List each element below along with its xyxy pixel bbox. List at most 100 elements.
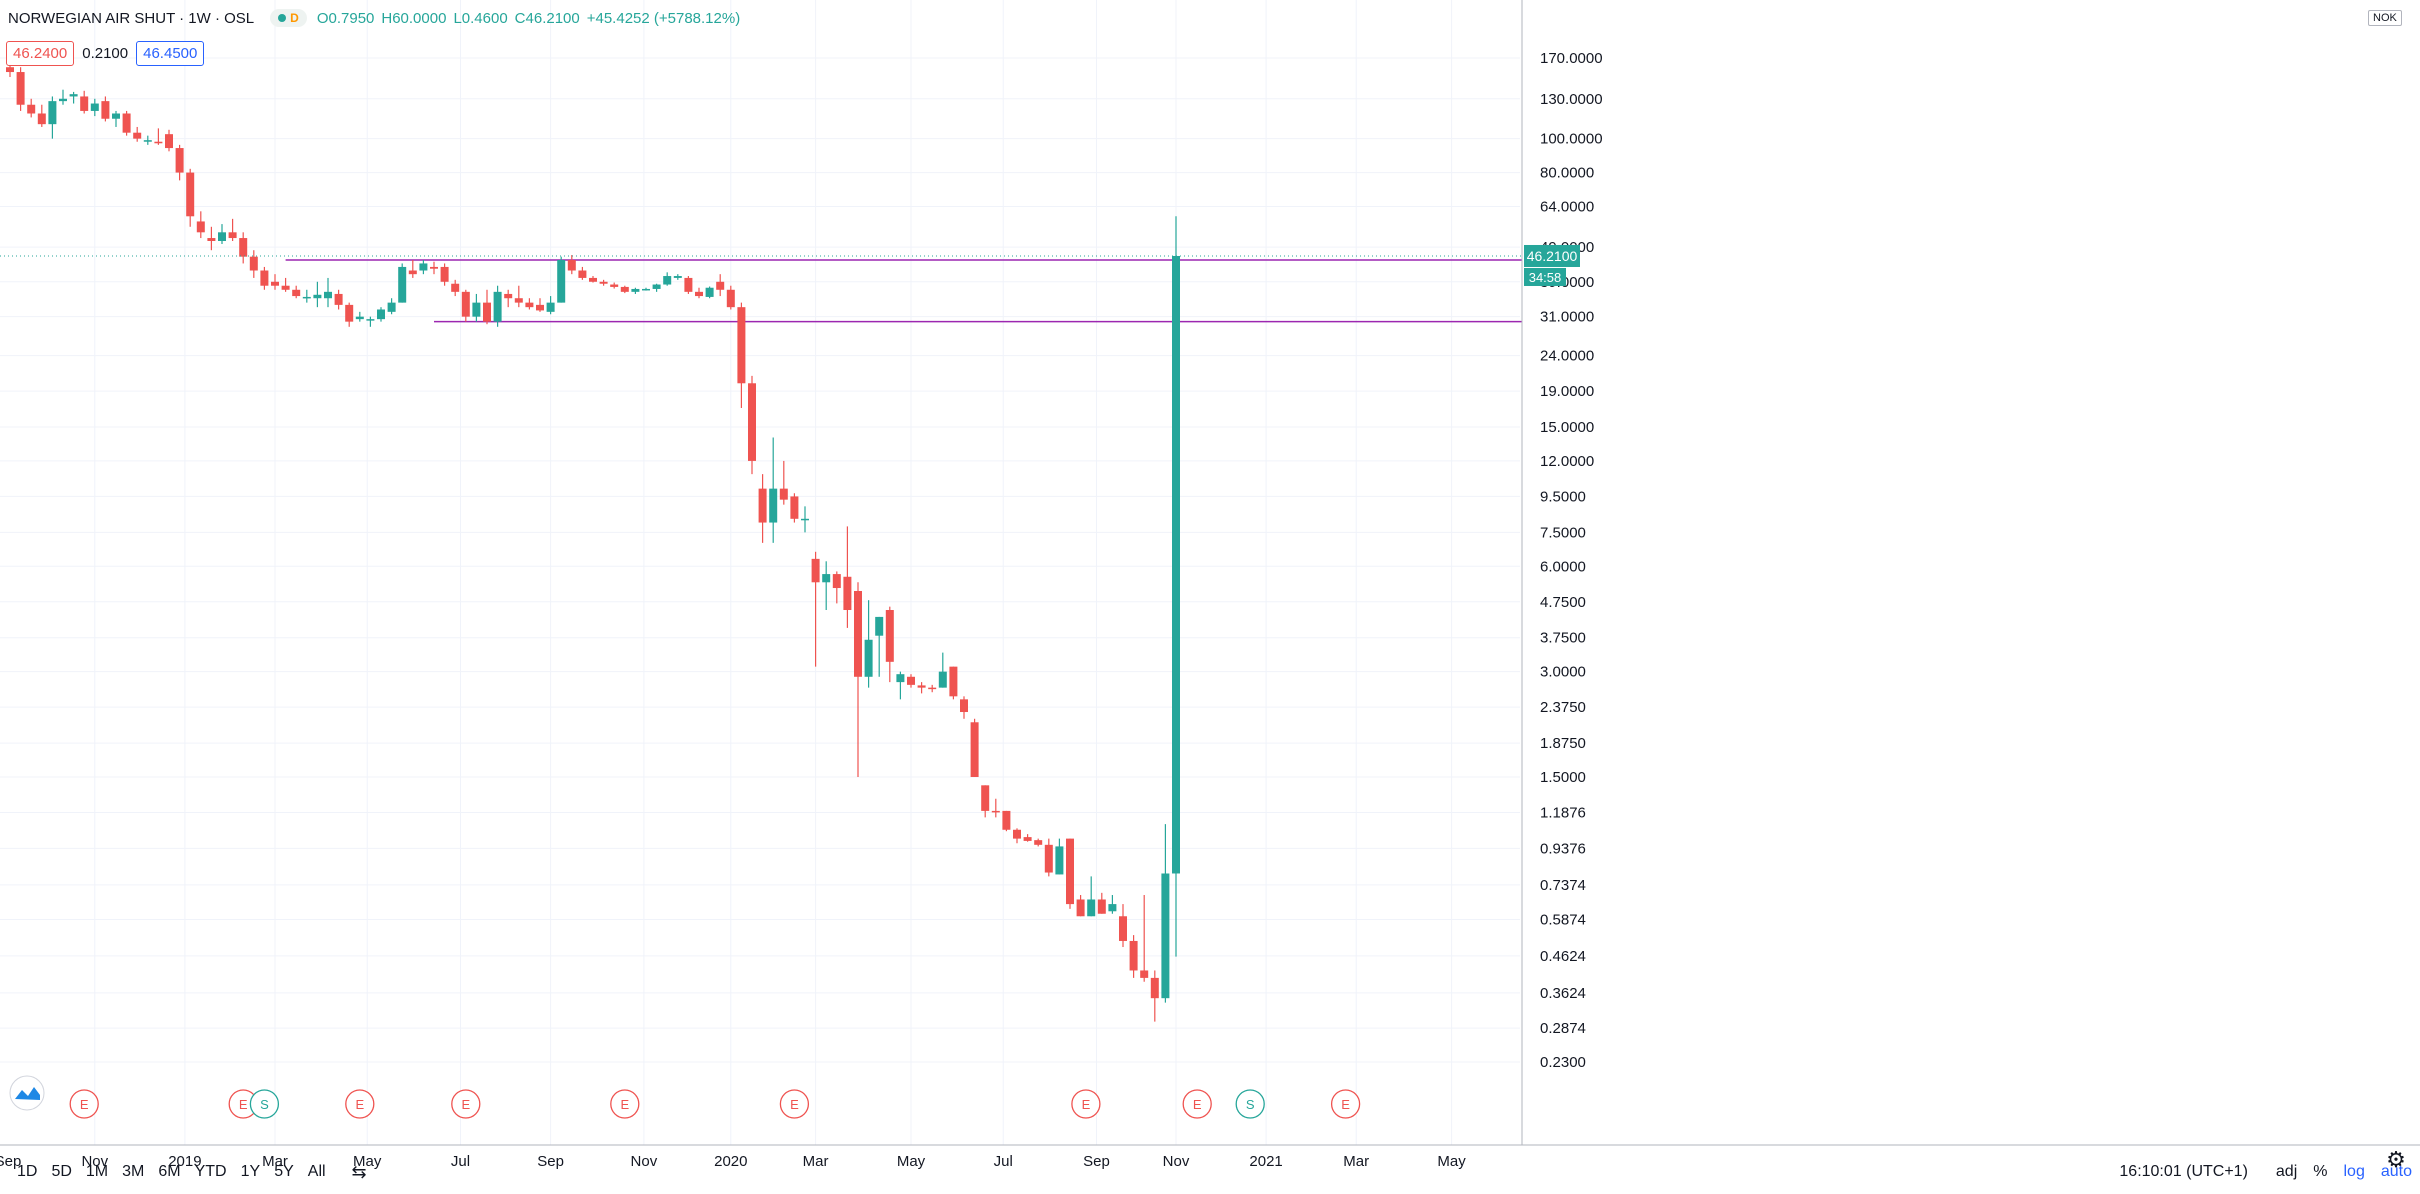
y-tick-label: 24.0000	[1540, 348, 1594, 365]
x-tick-label: Jul	[994, 1153, 1013, 1170]
candle-body	[16, 72, 25, 105]
y-tick-label: 2.3750	[1540, 699, 1586, 716]
y-tick-label: 170.0000	[1540, 50, 1603, 67]
percent-toggle[interactable]: %	[2313, 1163, 2328, 1180]
candle-body	[673, 276, 682, 278]
candle-body	[790, 496, 799, 519]
event-marker-earnings	[345, 1089, 375, 1119]
candle-body	[536, 304, 544, 311]
candle-body	[610, 284, 619, 287]
candle-body	[1140, 970, 1149, 978]
currency-label[interactable]: NOK	[2368, 10, 2402, 26]
x-tick-label: Jul	[451, 1153, 470, 1170]
candle-body	[1002, 810, 1011, 830]
candle-body	[970, 722, 979, 777]
x-tick-label: May	[1437, 1153, 1466, 1170]
event-marker-earnings	[69, 1089, 99, 1119]
candle-body	[48, 101, 57, 125]
candle-body	[822, 574, 831, 583]
ask-price[interactable]: 46.4500	[136, 41, 205, 66]
event-marker-earnings	[1071, 1089, 1101, 1119]
candle-body	[1119, 916, 1127, 941]
x-tick-label: 2020	[714, 1153, 747, 1170]
candle-body	[366, 319, 375, 321]
event-marker-split	[1235, 1089, 1265, 1119]
candle-body	[313, 294, 322, 299]
market-status[interactable]: D	[270, 9, 307, 27]
settings-gear-icon: ⚙	[2386, 1147, 2406, 1172]
y-tick-label: 64.0000	[1540, 198, 1594, 215]
event-marker-earnings	[1182, 1089, 1212, 1119]
go-to-date-icon[interactable]: ⇆	[351, 1161, 367, 1182]
event-label: E	[790, 1097, 799, 1112]
candle-body	[589, 277, 597, 282]
candle-body	[769, 488, 778, 523]
candle-body	[917, 685, 926, 688]
last-price-tag	[1524, 244, 1580, 267]
x-tick-label: Nov	[1163, 1153, 1190, 1170]
tf-3m[interactable]: 3M	[122, 1163, 145, 1180]
adj-toggle[interactable]: adj	[2275, 1163, 2298, 1180]
y-tick-label: 0.4624	[1540, 948, 1586, 965]
bid-price[interactable]: 46.2400	[6, 41, 75, 66]
bid-ask-row: 46.2400 0.2100 46.4500	[6, 41, 205, 66]
candle-body	[483, 302, 491, 322]
candle-body	[843, 576, 852, 611]
x-tick-label: Nov	[631, 1153, 658, 1170]
candle-body	[334, 293, 343, 305]
candle-body	[832, 574, 841, 589]
tf-1m[interactable]: 1M	[85, 1163, 109, 1180]
candle-body	[514, 298, 523, 303]
candle-body	[271, 281, 279, 286]
price-axis[interactable]: 270.0000170.0000130.0000100.000080.00006…	[1521, 0, 1603, 1145]
candle-body	[387, 302, 396, 312]
candle-body	[907, 676, 915, 685]
x-tick-label: Sep	[537, 1153, 564, 1170]
candle-body	[419, 263, 428, 271]
y-tick-label: 7.5000	[1540, 524, 1586, 541]
x-tick-label: Mar	[262, 1153, 288, 1170]
clock-time[interactable]: 16:10:01 (UTC+1)	[2119, 1163, 2248, 1180]
tf-all[interactable]: All	[307, 1163, 326, 1180]
countdown-label: 34:58	[1529, 270, 1562, 285]
event-label: E	[355, 1097, 364, 1112]
candle-body	[218, 232, 226, 241]
time-axis[interactable]: Sep Nov 2019 Mar May Jul Sep Nov 2020 Mar May Jul Se…	[0, 1144, 2420, 1170]
symbol-title[interactable]: NORWEGIAN AIR SHUT · 1W · OSL	[8, 9, 255, 27]
candle-body	[642, 288, 650, 291]
event-label: S	[1246, 1097, 1255, 1112]
candle-body	[175, 148, 184, 173]
tf-1d[interactable]: 1D	[17, 1163, 38, 1180]
tf-5y[interactable]: 5Y	[274, 1163, 294, 1180]
candle-body	[1044, 844, 1053, 873]
candle-body	[684, 277, 693, 292]
candle-body	[885, 610, 894, 662]
tf-ytd[interactable]: YTD	[194, 1163, 227, 1180]
candle-body	[440, 266, 449, 282]
y-tick-label: 19.0000	[1540, 383, 1594, 400]
candle-body	[186, 172, 195, 217]
candle-body	[525, 302, 534, 308]
y-tick-label: 0.2300	[1540, 1054, 1586, 1071]
log-toggle[interactable]: log	[2343, 1163, 2365, 1180]
auto-toggle[interactable]: auto	[2380, 1163, 2412, 1180]
candle-body	[546, 302, 555, 312]
tf-1y[interactable]: 1Y	[240, 1163, 261, 1180]
tf-5d[interactable]: 5D	[51, 1163, 72, 1180]
ohlc-high: H60.0000	[381, 9, 447, 27]
candle-body	[228, 232, 237, 239]
status-dot-icon	[278, 14, 287, 22]
candle-body	[949, 666, 958, 697]
candle-body	[599, 281, 608, 284]
candle-body	[1129, 940, 1138, 971]
logo-wave	[15, 1087, 40, 1100]
candle-body	[281, 285, 290, 290]
tf-6m[interactable]: 6M	[158, 1163, 181, 1180]
y-tick-label: 4.7500	[1540, 594, 1586, 611]
candle-body	[1023, 837, 1032, 841]
candle-body	[1172, 255, 1180, 874]
y-tick-label: 9.5000	[1540, 488, 1586, 505]
y-tick-label: 0.2874	[1540, 1020, 1586, 1037]
